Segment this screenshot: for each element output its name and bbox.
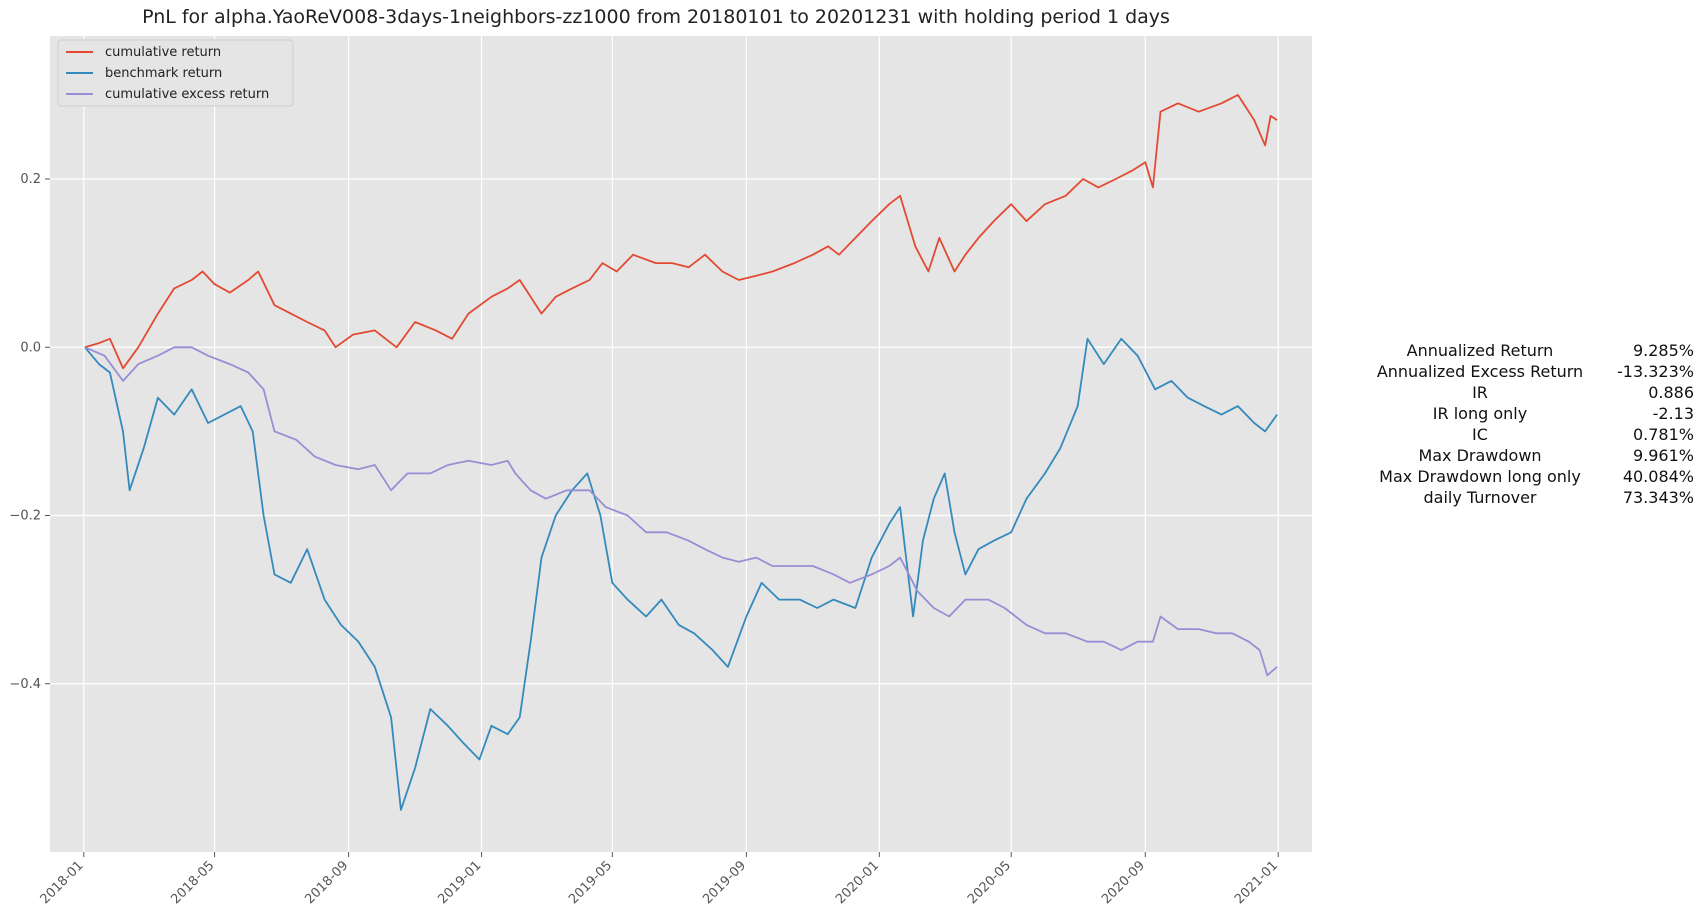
stat-value: 40.084% <box>1622 467 1694 486</box>
stat-label: Annualized Return <box>1406 341 1554 360</box>
stat-label: Annualized Excess Return <box>1376 362 1584 381</box>
stat-row: Max Drawdown long only 40.084% <box>1370 466 1700 487</box>
x-tick-label: 2018-05 <box>168 858 217 907</box>
legend-entry: cumulative excess return <box>105 87 269 102</box>
stat-value: 73.343% <box>1622 488 1694 507</box>
x-tick-label: 2020-05 <box>965 858 1014 907</box>
y-tick-label: 0.2 <box>20 172 41 187</box>
stat-label: IC <box>1472 425 1488 444</box>
x-tick-label: 2019-09 <box>700 858 749 907</box>
stat-value: -13.323% <box>1617 362 1694 381</box>
legend-box <box>57 39 294 107</box>
legend-entry: cumulative return <box>105 45 221 60</box>
stats-table: Annualized Return 9.285% Annualized Excess… <box>1370 340 1700 508</box>
series-line-cumulative-return <box>84 94 1278 370</box>
x-axis: 2018-01 2018-05 2018-09 2019-01 2019-05 2019-… <box>38 852 1281 907</box>
x-tick-label: 2018-01 <box>38 858 87 907</box>
stat-label: IR <box>1472 383 1488 402</box>
stat-label: Max Drawdown <box>1418 446 1542 465</box>
x-tick-label: 2021-01 <box>1232 858 1281 907</box>
x-tick-label: 2018-09 <box>302 858 351 907</box>
stat-value: 0.781% <box>1632 425 1694 444</box>
legend: cumulative return benchmark return cumulat… <box>57 39 294 107</box>
stat-value: 0.886 <box>1648 383 1694 402</box>
stat-value: 9.285% <box>1632 341 1694 360</box>
stat-row: daily Turnover 73.343% <box>1370 487 1700 508</box>
stat-label: daily Turnover <box>1423 488 1537 507</box>
x-tick-label: 2019-01 <box>435 858 484 907</box>
x-tick-label: 2020-09 <box>1099 858 1148 907</box>
series-lines <box>84 94 1278 811</box>
series-line-benchmark-return <box>84 337 1278 811</box>
stat-row: Annualized Return 9.285% <box>1370 340 1700 361</box>
y-tick-label: 0.0 <box>20 340 41 355</box>
legend-entry: benchmark return <box>105 66 222 81</box>
x-tick-label: 2020-01 <box>833 858 882 907</box>
grid-lines <box>50 36 1312 852</box>
stat-row: IC 0.781% <box>1370 424 1700 445</box>
stat-value: -2.13 <box>1652 404 1694 423</box>
stat-row: IR long only -2.13 <box>1370 403 1700 424</box>
stat-value: 9.961% <box>1632 446 1694 465</box>
stat-label: IR long only <box>1432 404 1528 423</box>
stat-label: Max Drawdown long only <box>1379 467 1581 486</box>
series-line-cumulative-excess-return <box>84 346 1278 677</box>
plot-area <box>50 36 1312 852</box>
x-tick-label: 2019-05 <box>566 858 615 907</box>
y-tick-label: −0.2 <box>9 509 41 524</box>
chart-title: PnL for alpha.YaoReV008-3days-1neighbors… <box>142 6 1170 28</box>
stat-row: Annualized Excess Return -13.323% <box>1370 361 1700 382</box>
y-axis: 0.2 0.0 −0.2 −0.4 <box>9 172 50 692</box>
stat-row: IR 0.886 <box>1370 382 1700 403</box>
y-tick-label: −0.4 <box>9 677 41 692</box>
stat-row: Max Drawdown 9.961% <box>1370 445 1700 466</box>
